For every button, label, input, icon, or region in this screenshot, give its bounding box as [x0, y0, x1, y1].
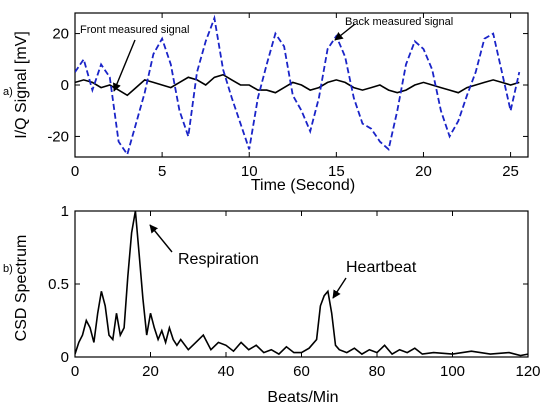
x-tick-label: 40	[218, 363, 235, 380]
annotation-arrow	[334, 23, 356, 41]
y-tick-label: 0	[61, 349, 69, 366]
x-axis-label: Beats/Min	[267, 389, 338, 406]
y-axis-label: I/Q Signal [mV]	[13, 31, 30, 139]
x-tick-label: 80	[369, 363, 386, 380]
x-tick-label: 5	[158, 163, 166, 180]
y-tick-label: 1	[61, 203, 69, 220]
annotation-label: Heartbeat	[346, 259, 417, 276]
y-tick-label: 0.5	[48, 276, 69, 293]
y-axis-label: CSD Spectrum	[13, 235, 30, 342]
annotation-label: Back measured signal	[345, 16, 453, 28]
annotation-arrow	[112, 39, 136, 92]
panel-label: a)	[3, 86, 13, 98]
x-tick-label: 0	[71, 163, 79, 180]
annotation-label: Respiration	[178, 251, 259, 268]
x-tick-label: 15	[328, 163, 345, 180]
y-tick-label: -20	[47, 128, 69, 145]
x-tick-label: 20	[415, 163, 432, 180]
x-tick-label: 0	[71, 363, 79, 380]
x-tick-label: 100	[440, 363, 465, 380]
series-line-1	[75, 14, 521, 157]
x-tick-label: 20	[142, 363, 159, 380]
panel-a: 0 5 10 15 20 25 -20 0 20 Time (Second) I/Q Signal …	[3, 12, 529, 194]
panel-label: b)	[3, 263, 13, 275]
annotation-arrow	[332, 277, 347, 299]
x-tick-label: 10	[241, 163, 258, 180]
annotation-arrow	[149, 224, 173, 253]
series-line-0	[75, 73, 520, 97]
x-tick-label: 120	[515, 363, 540, 380]
y-tick-label: 20	[52, 26, 69, 43]
annotation-label: Front measured signal	[80, 24, 189, 36]
y-tick-label: 0	[61, 77, 69, 94]
x-axis-label: Time (Second)	[251, 177, 355, 194]
panel-b: 0 20 40 60 80 100 120 0 0.5 1 Beats/Min CSD Spectru…	[3, 203, 541, 406]
series-line-0	[75, 211, 528, 357]
plot-frame	[74, 210, 529, 358]
x-tick-label: 25	[502, 163, 519, 180]
x-tick-label: 60	[293, 363, 310, 380]
